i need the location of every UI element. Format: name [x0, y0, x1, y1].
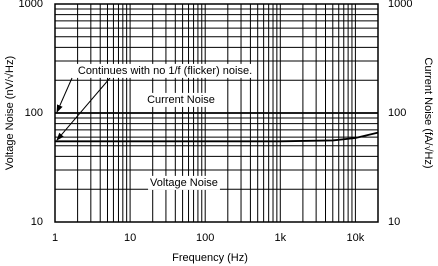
arrow — [56, 77, 73, 113]
y-tick-label: 1000 — [19, 0, 43, 10]
arrow — [56, 77, 111, 141]
label-background — [75, 63, 255, 78]
x-tick-label: 10 — [124, 232, 136, 244]
y-tick-label: 100 — [25, 107, 43, 119]
series-line — [55, 131, 379, 143]
x-tick-label: 1k — [274, 232, 286, 244]
series — [55, 112, 379, 143]
labels: Continues with no 1/f (flicker) noise. Cu… — [75, 63, 255, 190]
y2-axis-title: Current Noise (fA/√Hz) — [422, 57, 434, 168]
x-tick-label: 10k — [347, 232, 365, 244]
x-tick-label: 100 — [196, 232, 214, 244]
x-axis-title: Frequency (Hz) — [172, 252, 248, 264]
y-axis-title: Voltage Noise (nV/√Hz) — [4, 56, 16, 170]
x-tick-label: 1 — [52, 232, 58, 244]
y-tick-label: 10 — [31, 216, 43, 228]
y2-tick-label: 100 — [388, 107, 406, 119]
y2-tick-label: 1000 — [388, 0, 412, 10]
annotation: Continues with no 1/f (flicker) noise. — [78, 65, 252, 77]
y2-tick-label: 10 — [388, 216, 400, 228]
label-background — [145, 92, 217, 107]
series-label: Current Noise — [147, 94, 215, 106]
label-background — [148, 175, 220, 190]
series-label: Voltage Noise — [150, 177, 218, 189]
